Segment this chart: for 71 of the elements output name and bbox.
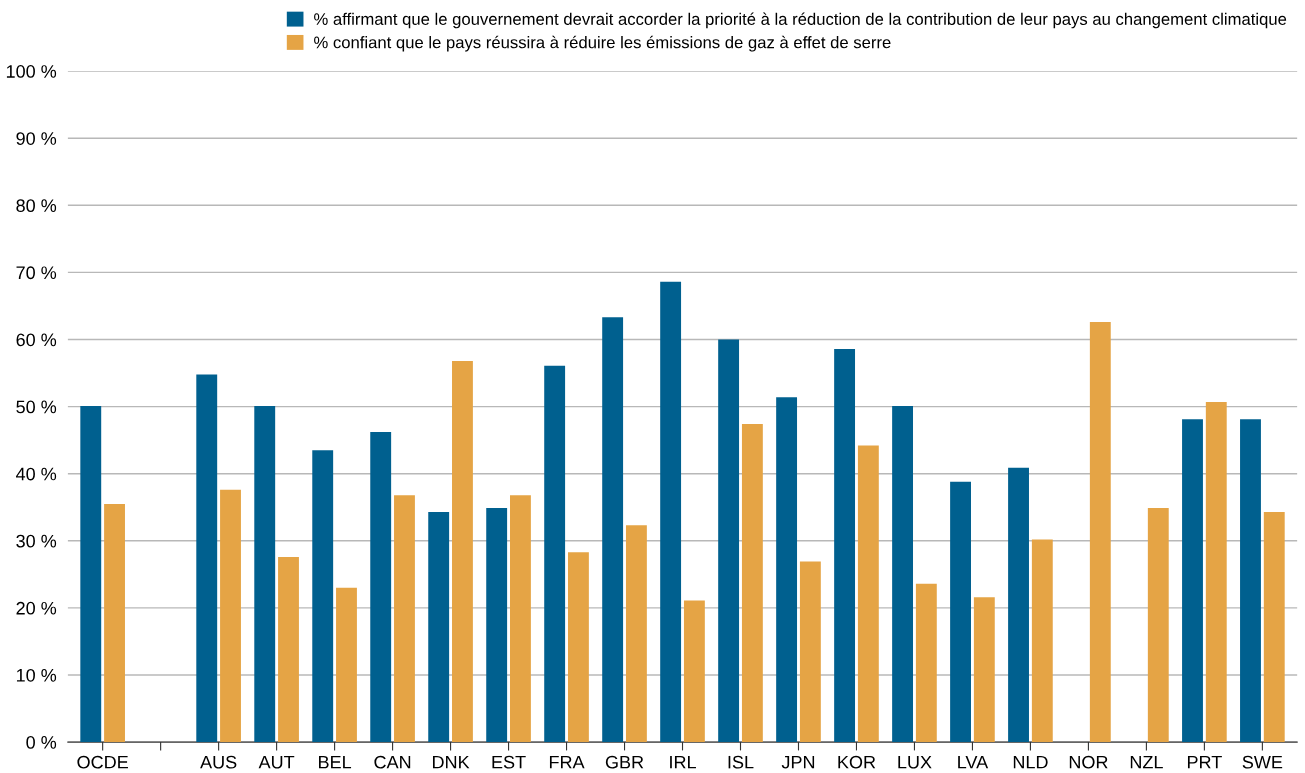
bar <box>741 424 763 743</box>
bar <box>220 489 241 743</box>
bar <box>394 495 415 743</box>
x-tick-label: FRA <box>549 755 585 769</box>
bar <box>1089 322 1111 743</box>
bar <box>950 481 971 743</box>
x-tick-label: LUX <box>898 755 932 769</box>
bar <box>915 583 937 743</box>
bar <box>1147 507 1169 743</box>
x-tick-label: DNK <box>432 755 470 769</box>
bar <box>428 511 450 743</box>
x-tick-label: SWE <box>1242 755 1283 769</box>
x-tick-label: NLD <box>1013 755 1048 769</box>
x-tick-label: IRL <box>670 755 696 769</box>
bar <box>336 587 357 743</box>
y-tick-label: 10 % <box>16 668 57 682</box>
x-tick-label: NZL <box>1130 755 1163 769</box>
y-tick-label: 90 % <box>16 132 57 145</box>
bar <box>254 405 276 743</box>
bar <box>510 495 531 743</box>
bar <box>683 600 705 743</box>
x-tick-label: KOR <box>838 755 876 769</box>
bar <box>486 507 508 743</box>
x-tick-label: NOR <box>1069 755 1108 769</box>
bar <box>660 281 682 743</box>
x-tick-label: OCDE <box>77 755 128 769</box>
x-tick-label: JPN <box>781 755 815 769</box>
x-tick-label: ISL <box>728 755 754 769</box>
bar <box>370 432 392 743</box>
bar <box>625 525 647 743</box>
y-tick-label: 80 % <box>16 199 57 213</box>
bar <box>834 348 856 743</box>
bar <box>1205 401 1227 743</box>
y-tick-label: 20 % <box>16 601 57 615</box>
y-tick-label: 30 % <box>16 534 57 548</box>
bar <box>544 365 566 743</box>
bar <box>892 405 914 743</box>
legend-label: % confiant que le pays réussira à réduire les émissions de gaz à effet de serre <box>314 35 891 52</box>
y-tick-label: 60 % <box>16 333 57 347</box>
bar <box>776 397 798 743</box>
y-tick-label: 70 % <box>16 266 57 280</box>
x-tick-label: AUS <box>200 755 237 769</box>
y-tick-label: 0 % <box>26 736 57 749</box>
bar <box>1008 467 1029 743</box>
bar <box>1240 419 1261 743</box>
bar <box>104 503 125 743</box>
y-tick-label: 50 % <box>16 400 57 414</box>
bar <box>567 552 589 743</box>
bar <box>718 339 740 743</box>
bar <box>602 317 624 743</box>
x-tick-label: GBR <box>605 755 644 769</box>
x-tick-label: EST <box>492 755 526 769</box>
y-tick-label: 100 % <box>6 65 57 78</box>
bar <box>80 405 102 743</box>
bar <box>799 561 821 743</box>
legend-label: % affirmant que le gouvernement devrait accorder la priorité à la réduction de la contribution de leur pays au changement climatique <box>314 12 1287 29</box>
x-tick-label: PRT <box>1187 755 1222 769</box>
bar <box>312 450 334 743</box>
bar <box>1031 539 1053 743</box>
bar <box>196 374 218 743</box>
x-tick-label: BEL <box>319 755 352 769</box>
bar <box>1263 511 1285 743</box>
bar <box>452 360 473 743</box>
bar <box>1182 419 1203 743</box>
x-tick-label: AUT <box>258 755 295 769</box>
y-tick-label: 40 % <box>16 467 57 481</box>
bar <box>973 597 995 743</box>
bar <box>857 445 879 743</box>
x-tick-label: CAN <box>374 755 411 769</box>
bar <box>278 556 299 743</box>
x-tick-label: LVA <box>958 755 989 769</box>
